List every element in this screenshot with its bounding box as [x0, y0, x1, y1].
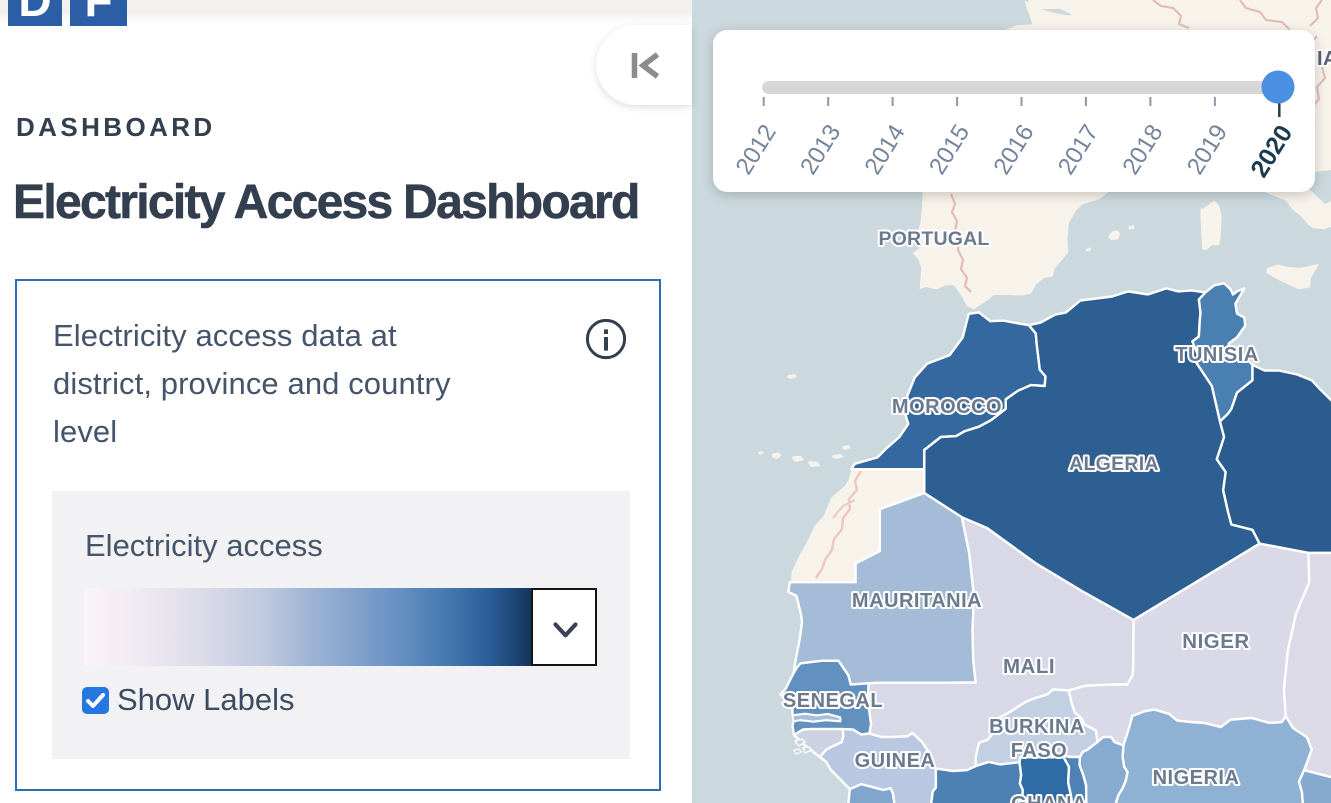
svg-text:2012: 2012	[731, 120, 782, 180]
svg-text:ALGERIA: ALGERIA	[1069, 453, 1159, 475]
svg-text:2020: 2020	[1245, 120, 1298, 182]
svg-text:SENEGAL: SENEGAL	[783, 690, 883, 712]
svg-text:NIGER: NIGER	[1182, 630, 1249, 653]
svg-text:GHANA: GHANA	[1011, 793, 1087, 803]
svg-text:TUNISIA: TUNISIA	[1175, 344, 1259, 366]
svg-text:BURKINA: BURKINA	[989, 716, 1085, 738]
svg-text:MAURITANIA: MAURITANIA	[852, 590, 982, 612]
svg-text:2013: 2013	[795, 120, 846, 180]
svg-text:2019: 2019	[1182, 120, 1233, 180]
svg-text:2018: 2018	[1117, 120, 1168, 180]
svg-text:2016: 2016	[988, 120, 1039, 180]
svg-text:2017: 2017	[1053, 120, 1104, 180]
svg-text:2015: 2015	[924, 120, 975, 180]
svg-text:IA: IA	[1317, 48, 1331, 70]
svg-text:PORTUGAL: PORTUGAL	[878, 228, 989, 250]
svg-text:MALI: MALI	[1003, 655, 1055, 678]
svg-text:FASO: FASO	[1011, 740, 1067, 762]
svg-text:GUINEA: GUINEA	[855, 750, 936, 772]
svg-text:NIGERIA: NIGERIA	[1153, 767, 1240, 789]
svg-text:2014: 2014	[859, 120, 910, 180]
svg-text:MOROCCO: MOROCCO	[892, 396, 1002, 418]
